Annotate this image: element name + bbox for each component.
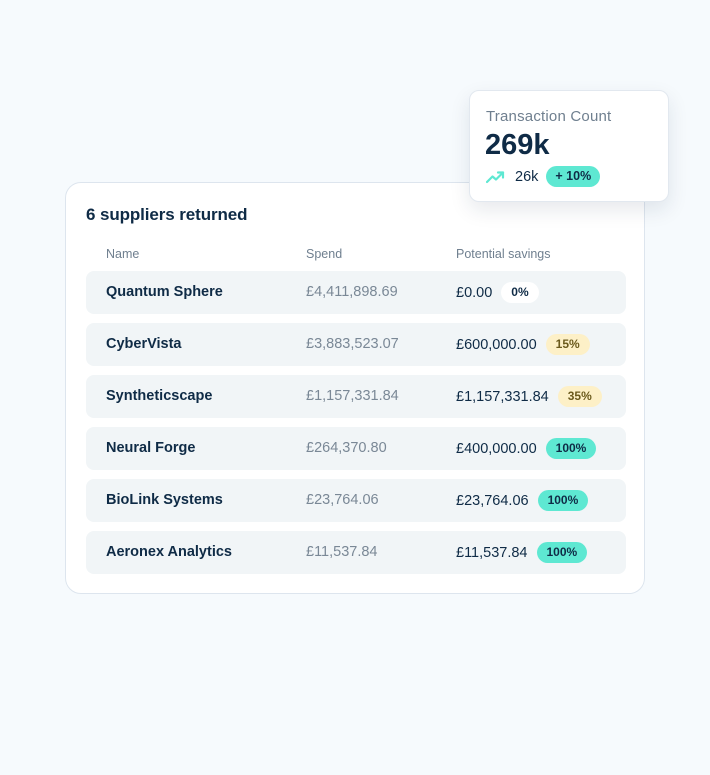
supplier-savings: £23,764.06 100% [456,479,589,522]
supplier-spend: £23,764.06 [306,492,379,508]
transaction-count-card: Transaction Count 269k 26k + 10% [469,90,669,202]
supplier-savings: £11,537.84 100% [456,531,588,574]
savings-pct-badge: 15% [545,334,590,355]
column-header-name[interactable]: Name [106,247,140,261]
savings-value: £600,000.00 [456,336,537,353]
supplier-name: BioLink Systems [106,492,223,508]
supplier-spend: £11,537.84 [306,544,378,560]
table-row[interactable]: Neural Forge £264,370.80 £400,000.00 100… [86,427,626,470]
supplier-savings: £0.00 0% [456,271,539,314]
kpi-trend: 26k + 10% [485,166,601,187]
column-header-spend[interactable]: Spend [306,247,343,261]
supplier-name: Syntheticscape [106,388,213,404]
table-row[interactable]: Quantum Sphere £4,411,898.69 £0.00 0% [86,271,626,314]
savings-pct-badge: 0% [501,282,539,303]
supplier-savings: £400,000.00 100% [456,427,597,470]
kpi-label: Transaction Count [486,108,612,125]
savings-pct-badge: 35% [557,386,602,407]
supplier-list: Quantum Sphere £4,411,898.69 £0.00 0% Cy… [86,271,626,583]
savings-value: £400,000.00 [456,440,537,457]
supplier-name: Aeronex Analytics [106,544,232,560]
column-header-savings[interactable]: Potential savings [456,247,551,261]
table-row[interactable]: CyberVista £3,883,523.07 £600,000.00 15% [86,323,626,366]
savings-value: £11,537.84 [456,544,528,561]
suppliers-card: 6 suppliers returned Name Spend Potentia… [65,182,645,594]
supplier-name: Quantum Sphere [106,284,223,300]
supplier-spend: £1,157,331.84 [306,388,399,404]
supplier-spend: £264,370.80 [306,440,387,456]
kpi-delta-pct-badge: + 10% [546,166,601,187]
savings-value: £0.00 [456,284,493,301]
savings-pct-badge: 100% [545,438,597,459]
supplier-name: Neural Forge [106,440,196,456]
supplier-savings: £1,157,331.84 35% [456,375,602,418]
supplier-name: CyberVista [106,336,182,352]
savings-pct-badge: 100% [537,490,589,511]
supplier-savings: £600,000.00 15% [456,323,590,366]
kpi-delta: 26k [515,168,539,185]
savings-value: £23,764.06 [456,492,529,509]
trending-up-icon [485,170,505,184]
supplier-spend: £4,411,898.69 [306,284,398,300]
kpi-value: 269k [485,129,550,161]
card-title: 6 suppliers returned [86,205,248,224]
savings-value: £1,157,331.84 [456,388,549,405]
savings-pct-badge: 100% [536,542,588,563]
table-row[interactable]: Syntheticscape £1,157,331.84 £1,157,331.… [86,375,626,418]
table-row[interactable]: BioLink Systems £23,764.06 £23,764.06 10… [86,479,626,522]
table-row[interactable]: Aeronex Analytics £11,537.84 £11,537.84 … [86,531,626,574]
supplier-spend: £3,883,523.07 [306,336,399,352]
